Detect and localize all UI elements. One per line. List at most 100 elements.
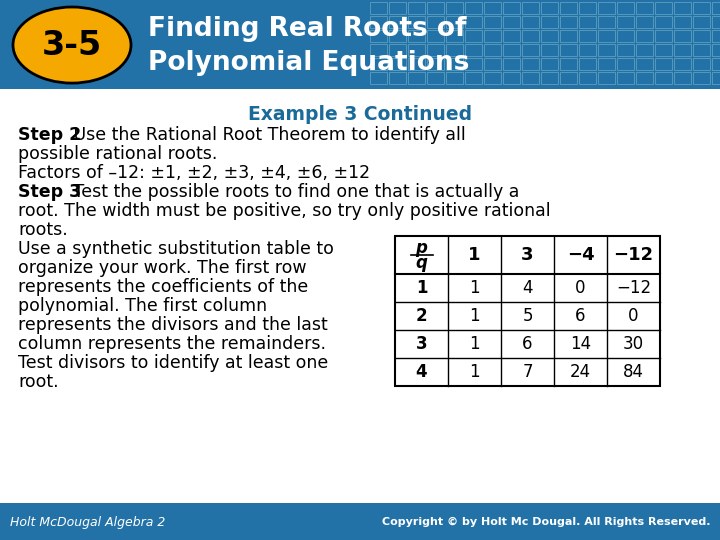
Bar — [427, 44, 444, 56]
Text: represents the coefficients of the: represents the coefficients of the — [18, 278, 308, 296]
Bar — [503, 2, 520, 14]
Bar — [693, 72, 710, 84]
Bar — [636, 44, 653, 56]
Bar — [579, 30, 596, 42]
Bar — [560, 16, 577, 28]
Text: 5: 5 — [522, 307, 533, 325]
Bar — [617, 44, 634, 56]
Bar — [598, 72, 615, 84]
Bar — [370, 30, 387, 42]
Bar — [712, 16, 720, 28]
Bar — [541, 2, 558, 14]
Bar — [408, 2, 425, 14]
Text: Copyright © by Holt Mc Dougal. All Rights Reserved.: Copyright © by Holt Mc Dougal. All Right… — [382, 517, 710, 527]
Text: root.: root. — [18, 373, 58, 391]
Bar — [484, 2, 501, 14]
Text: organize your work. The first row: organize your work. The first row — [18, 259, 307, 277]
Text: 4: 4 — [522, 279, 533, 297]
Bar — [389, 72, 406, 84]
Bar — [408, 72, 425, 84]
Bar — [655, 16, 672, 28]
Bar — [636, 30, 653, 42]
Bar — [427, 58, 444, 70]
Text: possible rational roots.: possible rational roots. — [18, 145, 217, 163]
Bar — [579, 2, 596, 14]
Bar — [503, 72, 520, 84]
Bar — [636, 16, 653, 28]
Bar — [389, 44, 406, 56]
Text: 1: 1 — [469, 335, 480, 353]
Bar — [446, 2, 463, 14]
Bar — [465, 2, 482, 14]
Text: Use the Rational Root Theorem to identify all: Use the Rational Root Theorem to identif… — [68, 126, 466, 144]
Bar — [541, 16, 558, 28]
Bar — [541, 58, 558, 70]
Text: 1: 1 — [469, 363, 480, 381]
Text: 24: 24 — [570, 363, 591, 381]
Bar — [598, 58, 615, 70]
Bar — [560, 2, 577, 14]
Text: root. The width must be positive, so try only positive rational: root. The width must be positive, so try… — [18, 202, 551, 220]
Text: Example 3 Continued: Example 3 Continued — [248, 105, 472, 124]
Bar — [408, 16, 425, 28]
Bar — [465, 16, 482, 28]
Text: 6: 6 — [575, 307, 586, 325]
Bar — [617, 2, 634, 14]
Text: Holt McDougal Algebra 2: Holt McDougal Algebra 2 — [10, 516, 166, 529]
Bar — [579, 58, 596, 70]
Text: −12: −12 — [616, 279, 651, 297]
Bar — [427, 72, 444, 84]
Bar — [598, 16, 615, 28]
Bar — [465, 72, 482, 84]
Text: 1: 1 — [415, 279, 427, 297]
Bar — [427, 16, 444, 28]
Bar — [446, 58, 463, 70]
Bar — [503, 44, 520, 56]
Text: 3: 3 — [415, 335, 427, 353]
Text: 1: 1 — [468, 246, 481, 264]
Bar — [503, 16, 520, 28]
Bar — [655, 44, 672, 56]
Bar — [598, 30, 615, 42]
Bar — [370, 44, 387, 56]
Text: p: p — [415, 239, 428, 256]
Bar — [370, 16, 387, 28]
Text: Test the possible roots to find one that is actually a: Test the possible roots to find one that… — [68, 183, 519, 201]
Text: 1: 1 — [469, 307, 480, 325]
Bar — [503, 58, 520, 70]
Text: −4: −4 — [567, 246, 594, 264]
Bar — [693, 16, 710, 28]
Bar — [693, 30, 710, 42]
Bar — [598, 2, 615, 14]
Text: Step 3: Step 3 — [18, 183, 81, 201]
Bar — [712, 72, 720, 84]
Bar — [674, 2, 691, 14]
Bar — [541, 72, 558, 84]
Bar — [484, 16, 501, 28]
Bar — [522, 2, 539, 14]
Bar — [579, 44, 596, 56]
Bar — [408, 44, 425, 56]
Text: 0: 0 — [575, 279, 586, 297]
Text: 7: 7 — [522, 363, 533, 381]
Bar — [636, 2, 653, 14]
Bar — [712, 30, 720, 42]
Text: Finding Real Roots of: Finding Real Roots of — [148, 16, 467, 42]
Bar — [484, 30, 501, 42]
Bar — [465, 58, 482, 70]
Bar — [579, 16, 596, 28]
Bar — [560, 58, 577, 70]
Text: Step 2: Step 2 — [18, 126, 81, 144]
Bar — [522, 44, 539, 56]
Text: roots.: roots. — [18, 221, 68, 239]
Bar — [484, 58, 501, 70]
Bar — [370, 2, 387, 14]
Bar — [465, 30, 482, 42]
Bar — [712, 2, 720, 14]
Bar — [503, 30, 520, 42]
Text: Polynomial Equations: Polynomial Equations — [148, 50, 469, 76]
Bar — [395, 236, 660, 386]
Text: represents the divisors and the last: represents the divisors and the last — [18, 316, 328, 334]
Bar — [389, 30, 406, 42]
Bar — [712, 58, 720, 70]
